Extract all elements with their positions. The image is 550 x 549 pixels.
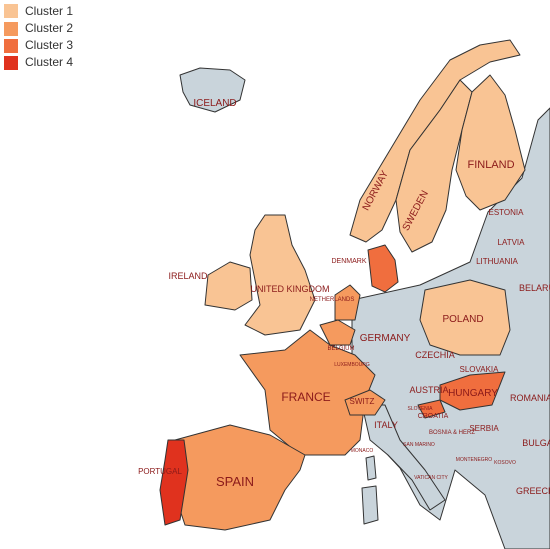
land-mass [361,404,446,511]
country-label: VATICAN CITY [414,475,448,481]
country-label: ITALY [374,420,398,430]
country-label: HUNGARY [448,388,498,399]
country-shape [344,389,386,416]
country-shape [349,39,521,243]
land [159,39,550,549]
country-shape [159,439,189,526]
island [365,455,377,481]
country-shape [395,79,473,253]
country-shape [174,424,306,531]
country-label: SWITZ [350,397,375,406]
country-label: GERMANY [360,333,411,344]
country-label: BOSNIA & HERZ [429,430,475,436]
country-label: BELGIUM [327,346,354,352]
country-label: CROATIA [418,413,449,420]
country-label: CZECHIA [415,350,455,360]
country-label: SERBIA [469,424,499,433]
legend: Cluster 1 Cluster 2 Cluster 3 Cluster 4 [4,4,73,70]
country-label: NETHERLANDS [310,297,355,303]
legend-label: Cluster 4 [25,55,73,69]
legend-swatch [4,56,18,70]
country-label: ICELAND [193,98,236,109]
country-label: POLAND [442,314,483,325]
country-shape [319,319,356,346]
country-label: BELARUS [519,283,550,293]
legend-label: Cluster 1 [25,4,73,18]
country-label: ROMANIA [510,393,550,403]
country-shape [204,261,253,311]
country-shape [417,399,446,419]
country-label: GREECE [516,486,550,496]
country-shape [334,284,361,321]
country-label: SLOVENIA [407,406,433,412]
country-label: LUXEMBOURG [334,362,370,368]
country-shape [179,67,246,113]
country-label: MONTENEGRO [456,457,493,463]
legend-swatch [4,22,18,36]
country-shape [419,279,511,356]
country-label: LATVIA [498,238,526,247]
country-label: SAN MARINO [403,442,435,448]
country-label: UNITED KINGDOM [250,284,329,294]
country-label: LITHUANIA [476,257,518,266]
country-label: PORTUGAL [138,467,182,476]
country-label: KOSOVO [494,460,516,466]
country-label: IRELAND [168,271,208,281]
country-label: AUSTRIA [409,385,448,395]
legend-label: Cluster 2 [25,21,73,35]
country-label: MONACO [351,448,374,454]
legend-swatch [4,39,18,53]
country-label: SLOVAKIA [460,365,500,374]
country-label: SPAIN [216,474,254,489]
country-shape [367,244,399,293]
country-label: ESTONIA [489,208,525,217]
country-label: BULGARIA [522,438,550,448]
country-shape [455,74,526,211]
country-shape [244,214,316,336]
legend-label: Cluster 3 [25,38,73,52]
country-label: FRANCE [281,390,330,404]
country-label: DENMARK [331,258,366,265]
legend-swatch [4,4,18,18]
country-label: FINLAND [467,159,514,171]
island [361,485,379,525]
